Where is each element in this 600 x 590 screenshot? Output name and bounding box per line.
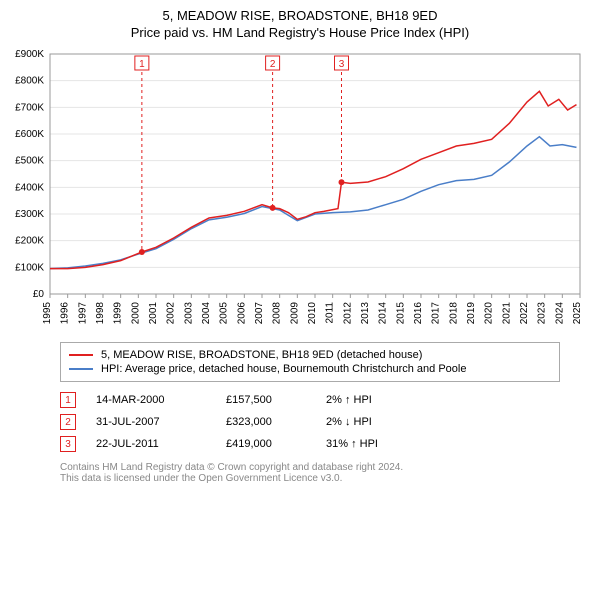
x-axis-label: 2012 (342, 302, 353, 325)
x-axis-label: 2013 (360, 302, 371, 325)
legend-row: 5, MEADOW RISE, BROADSTONE, BH18 9ED (de… (69, 349, 551, 361)
sale-change: 2% ↑ HPI (326, 394, 446, 406)
line-chart: £0 £100K £200K £300K £400K £500K £600K £700K £80… (0, 44, 600, 334)
sale-marker-num: 2 (60, 414, 76, 430)
sale-date: 31-JUL-2007 (96, 416, 206, 428)
chart-container: £0 £100K £200K £300K £400K £500K £600K £700K £80… (0, 44, 600, 334)
y-axis-label: £500K (15, 156, 44, 167)
sales-row: 2 31-JUL-2007 £323,000 2% ↓ HPI (60, 414, 560, 430)
x-axis-label: 2025 (572, 302, 583, 325)
sale-change: 31% ↑ HPI (326, 438, 446, 450)
x-axis-label: 2004 (201, 302, 212, 325)
x-axis-label: 1997 (77, 302, 88, 325)
x-axis-label: 2001 (148, 302, 159, 325)
x-axis-label: 2008 (272, 302, 283, 325)
sale-price: £419,000 (226, 438, 306, 450)
sales-row: 3 22-JUL-2011 £419,000 31% ↑ HPI (60, 436, 560, 452)
marker-dot (139, 249, 145, 255)
marker-num: 1 (139, 59, 145, 70)
series-property (50, 91, 576, 268)
x-axis-label: 2015 (395, 302, 406, 325)
x-axis-label: 2003 (183, 302, 194, 325)
plot-border (50, 54, 580, 294)
sale-marker-num: 1 (60, 392, 76, 408)
x-axis-label: 2018 (448, 302, 459, 325)
x-axis-label: 2017 (431, 302, 442, 325)
x-axis-label: 2020 (484, 302, 495, 325)
y-axis-label: £300K (15, 209, 44, 220)
legend-box: 5, MEADOW RISE, BROADSTONE, BH18 9ED (de… (60, 342, 560, 382)
y-axis-label: £900K (15, 49, 44, 60)
x-axis-label: 2007 (254, 302, 265, 325)
x-axis-label: 2000 (130, 302, 141, 325)
x-axis-label: 2022 (519, 302, 530, 325)
x-axis-label: 2002 (166, 302, 177, 325)
sales-table: 1 14-MAR-2000 £157,500 2% ↑ HPI 2 31-JUL-2007… (60, 392, 560, 452)
x-axis-label: 2019 (466, 302, 477, 325)
y-axis-label: £700K (15, 102, 44, 113)
sale-change: 2% ↓ HPI (326, 416, 446, 428)
marker-dot (270, 205, 276, 211)
legend-label: HPI: Average price, detached house, Bour… (101, 363, 466, 375)
x-axis-label: 2006 (236, 302, 247, 325)
x-axis-label: 2023 (537, 302, 548, 325)
marker-dot (339, 179, 345, 185)
x-axis-label: 2010 (307, 302, 318, 325)
x-axis-label: 1996 (60, 302, 71, 325)
legend-label: 5, MEADOW RISE, BROADSTONE, BH18 9ED (de… (101, 349, 422, 361)
sale-date: 14-MAR-2000 (96, 394, 206, 406)
x-axis-label: 2016 (413, 302, 424, 325)
y-axis-label: £100K (15, 262, 44, 273)
series-hpi (50, 137, 576, 269)
x-axis-label: 2005 (219, 302, 230, 325)
x-axis-label: 2024 (554, 302, 565, 325)
chart-title: 5, MEADOW RISE, BROADSTONE, BH18 9ED (0, 8, 600, 23)
x-axis-label: 1995 (42, 302, 53, 325)
marker-num: 3 (339, 59, 345, 70)
sale-marker-num: 3 (60, 436, 76, 452)
legend-row: HPI: Average price, detached house, Bour… (69, 363, 551, 375)
footer-attribution: Contains HM Land Registry data © Crown c… (60, 462, 560, 484)
x-axis-label: 2021 (501, 302, 512, 325)
x-axis-label: 2014 (378, 302, 389, 325)
y-axis-label: £0 (33, 289, 45, 300)
chart-subtitle: Price paid vs. HM Land Registry's House … (0, 25, 600, 40)
y-axis-label: £800K (15, 76, 44, 87)
sale-price: £157,500 (226, 394, 306, 406)
x-axis-label: 1998 (95, 302, 106, 325)
sale-price: £323,000 (226, 416, 306, 428)
footer-line2: This data is licensed under the Open Gov… (60, 473, 560, 484)
sales-row: 1 14-MAR-2000 £157,500 2% ↑ HPI (60, 392, 560, 408)
sale-date: 22-JUL-2011 (96, 438, 206, 450)
y-axis-label: £600K (15, 129, 44, 140)
x-axis-label: 2011 (325, 302, 336, 324)
marker-num: 2 (270, 59, 276, 70)
x-axis-label: 1999 (113, 302, 124, 325)
legend-swatch (69, 354, 93, 356)
x-axis-label: 2009 (289, 302, 300, 325)
footer-line1: Contains HM Land Registry data © Crown c… (60, 462, 560, 473)
legend-swatch (69, 368, 93, 370)
y-axis-label: £200K (15, 236, 44, 247)
chart-header: 5, MEADOW RISE, BROADSTONE, BH18 9ED Pri… (0, 0, 600, 44)
y-axis-label: £400K (15, 182, 44, 193)
